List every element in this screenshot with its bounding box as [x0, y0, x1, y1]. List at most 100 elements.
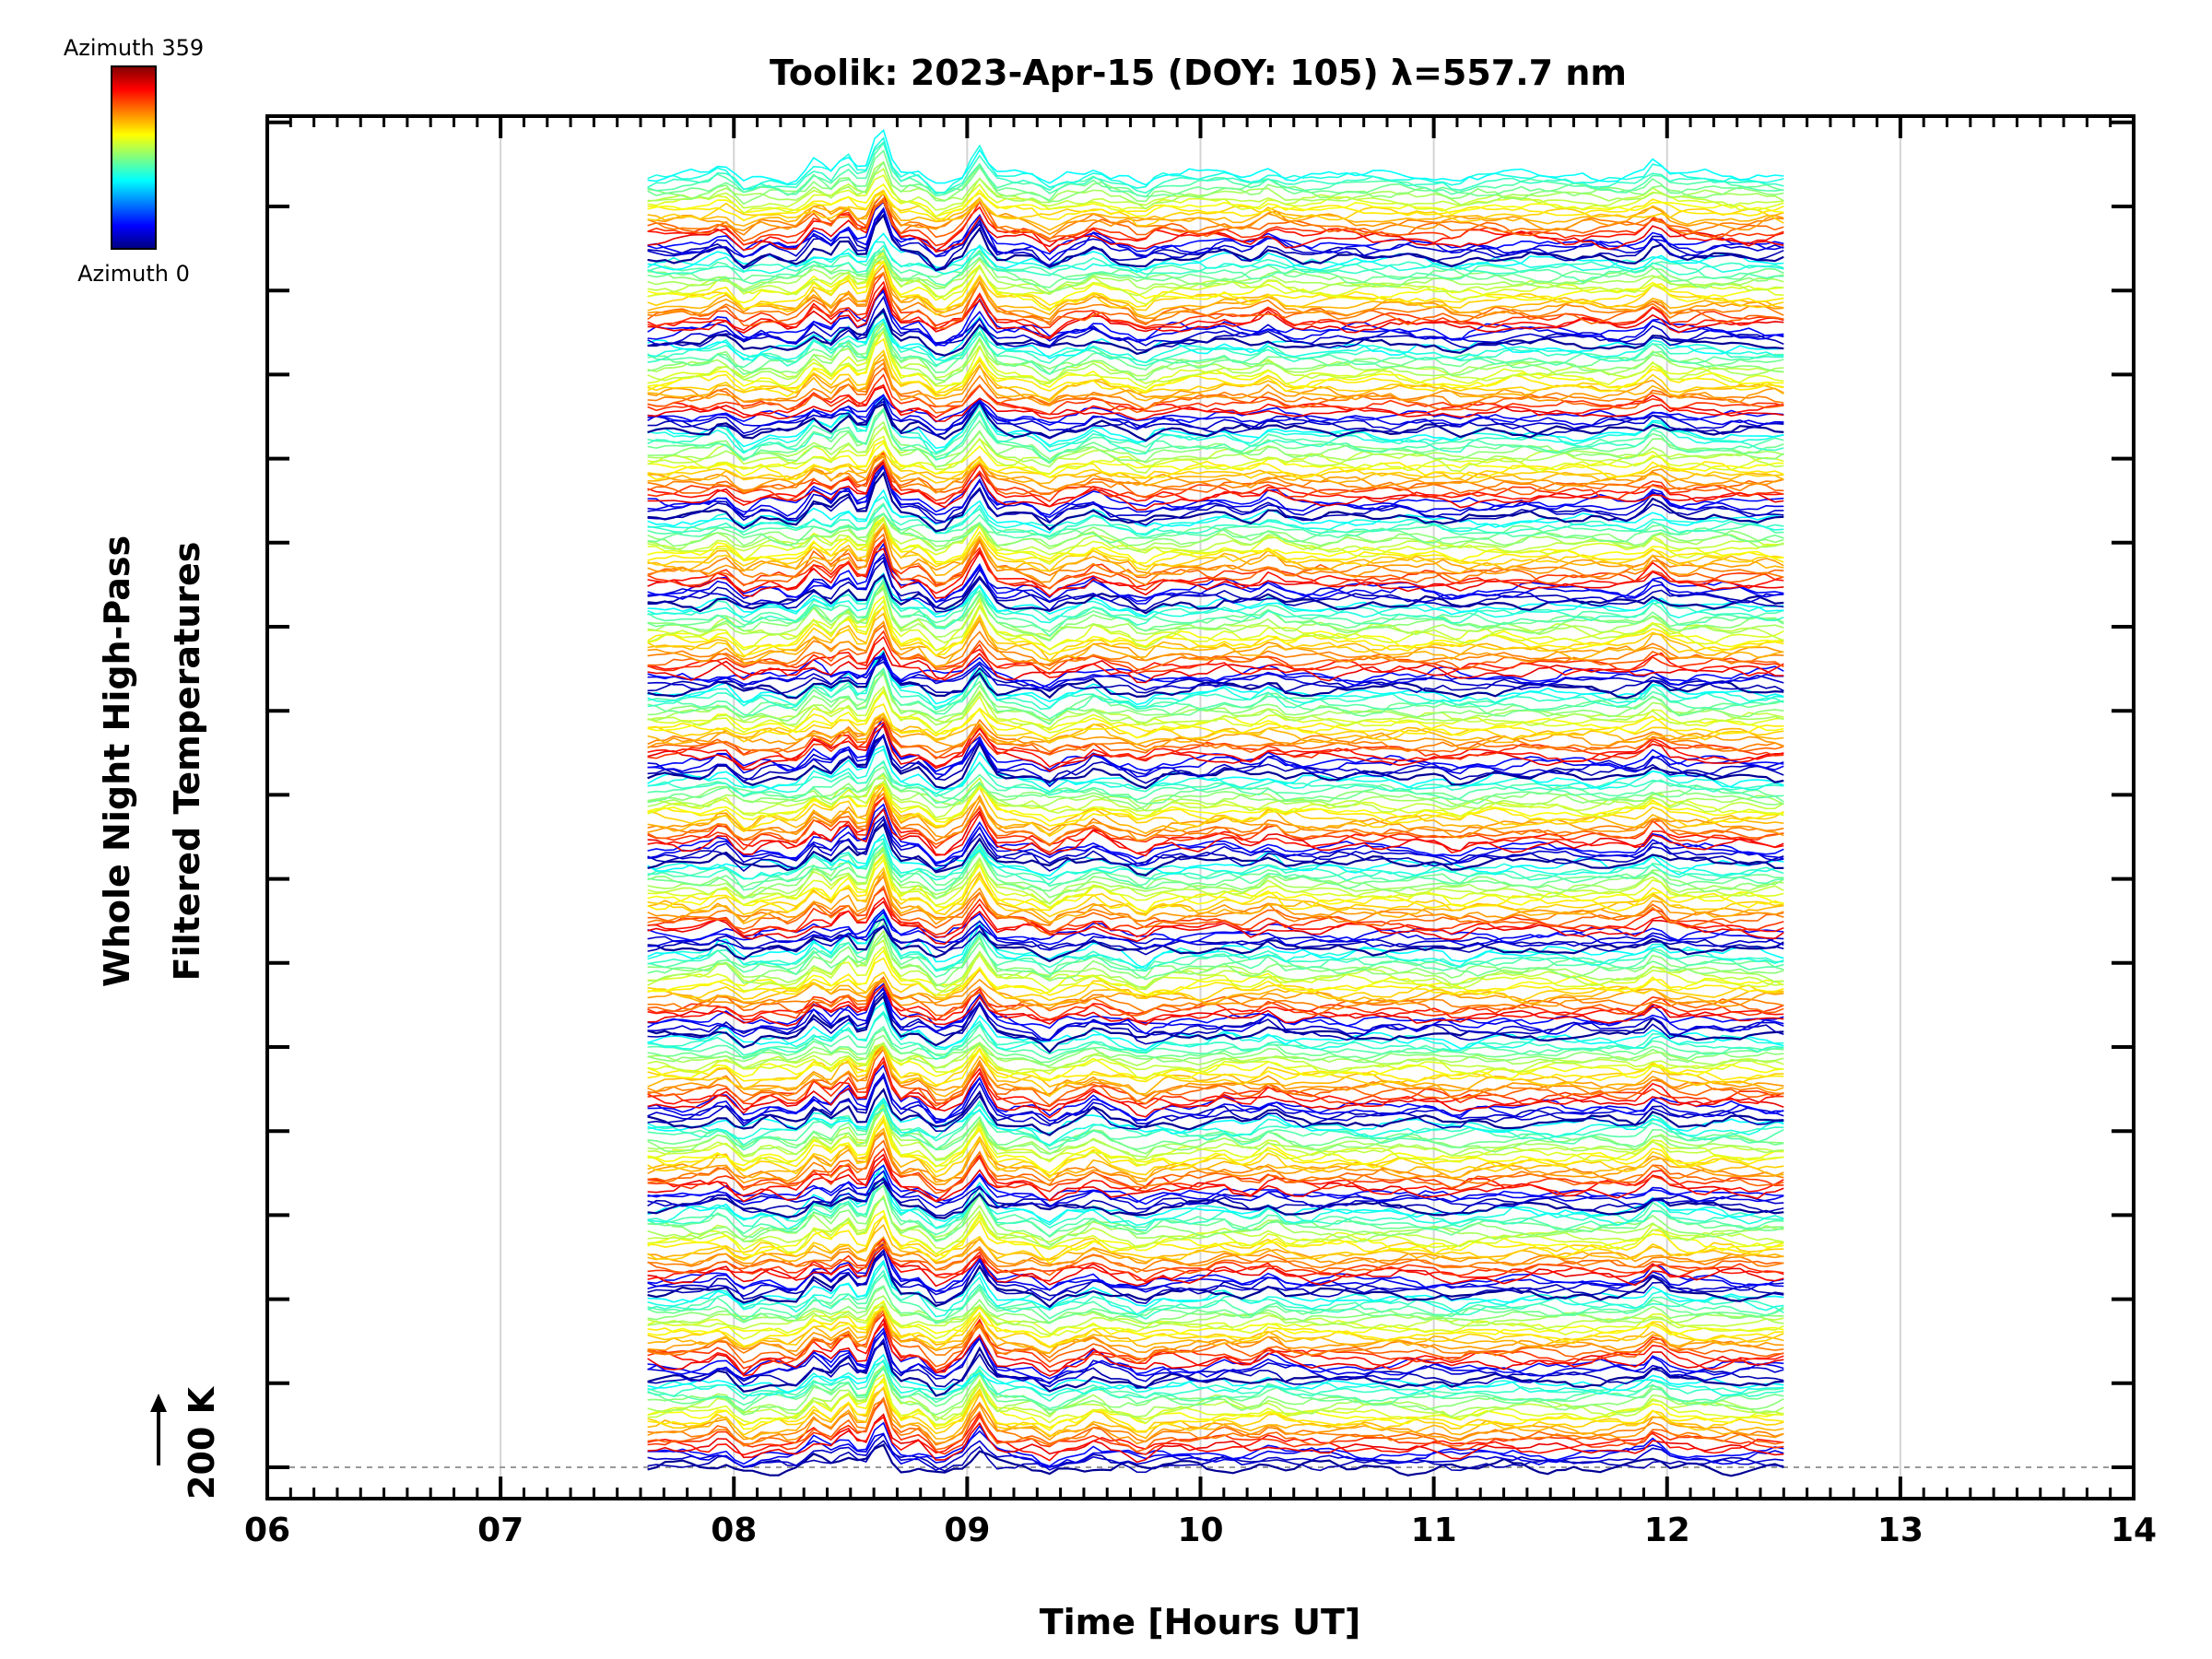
temperature-trace [647, 1301, 1784, 1340]
temperature-trace [647, 1236, 1784, 1267]
temperature-trace [647, 141, 1784, 195]
temperature-trace [647, 321, 1784, 382]
temperature-trace [647, 911, 1784, 970]
temperature-trace [647, 537, 1784, 597]
temperature-trace [647, 975, 1784, 1017]
temperature-trace [647, 669, 1784, 725]
temperature-trace [647, 409, 1784, 468]
temperature-trace [647, 618, 1784, 666]
temperature-trace [647, 1367, 1784, 1410]
temperature-trace [647, 1385, 1784, 1445]
temperature-trace [647, 1023, 1784, 1060]
temperature-trace [647, 957, 1784, 997]
temperature-trace [647, 394, 1784, 450]
x-tick-label: 14 [2111, 1512, 2157, 1549]
temperature-trace [647, 968, 1784, 1006]
temperature-trace [647, 888, 1784, 936]
temperature-trace [647, 1176, 1784, 1210]
temperature-trace [647, 573, 1784, 615]
temperature-trace [647, 1042, 1784, 1098]
temperature-trace [647, 407, 1784, 465]
y-axis-label-line1: Whole Night High-Pass [97, 535, 137, 987]
temperature-trace [647, 251, 1784, 293]
temperature-trace [647, 920, 1784, 951]
temperature-trace [647, 523, 1784, 577]
temperature-trace [647, 358, 1784, 406]
temperature-trace [647, 822, 1784, 877]
temperature-trace [647, 1396, 1784, 1453]
temperature-trace [647, 396, 1784, 454]
temperature-trace [647, 260, 1784, 311]
temperature-trace [647, 1387, 1784, 1441]
temperature-trace [647, 160, 1784, 206]
temperature-trace [647, 781, 1784, 841]
temperature-trace [647, 747, 1784, 795]
temperature-trace [647, 924, 1784, 963]
temperature-trace [647, 735, 1784, 790]
temperature-trace [647, 450, 1784, 484]
temperature-trace [647, 605, 1784, 662]
x-tick-label: 12 [1644, 1512, 1690, 1549]
temperature-trace [647, 1330, 1784, 1385]
temperature-trace [647, 991, 1784, 1045]
colorbar-top-label: Azimuth 359 [64, 35, 204, 61]
temperature-trace [647, 1433, 1784, 1471]
temperature-trace [647, 1102, 1784, 1161]
temperature-trace [647, 939, 1784, 994]
temperature-trace [647, 337, 1784, 398]
temperature-trace [647, 271, 1784, 324]
temperature-trace [647, 1285, 1784, 1324]
temperature-trace [647, 1241, 1784, 1281]
temperature-trace [647, 1088, 1784, 1136]
temperature-trace [647, 200, 1784, 255]
temperature-trace [647, 286, 1784, 340]
temperature-trace [647, 782, 1784, 836]
temperature-trace [647, 1365, 1784, 1424]
temperature-trace [647, 718, 1784, 760]
colorbar: Azimuth 359 Azimuth 0 [64, 35, 204, 287]
temperature-trace [647, 458, 1784, 498]
temperature-trace [647, 259, 1784, 312]
temperature-trace [647, 847, 1784, 905]
temperature-trace [647, 407, 1784, 463]
scale-label: 200 K [182, 1385, 222, 1500]
temperature-trace [647, 777, 1784, 819]
temperature-trace [647, 1241, 1784, 1292]
temperature-trace [647, 518, 1784, 565]
temperature-trace [647, 949, 1784, 996]
temperature-trace [647, 1194, 1784, 1250]
temperature-trace [647, 160, 1784, 210]
temperature-trace [647, 765, 1784, 806]
temperature-trace [647, 1241, 1784, 1274]
temperature-trace [647, 1215, 1784, 1265]
temperature-trace [647, 1127, 1784, 1183]
temperature-trace [647, 1164, 1784, 1206]
temperature-trace [647, 1117, 1784, 1178]
temperature-trace [647, 875, 1784, 929]
temperature-trace [647, 1312, 1784, 1371]
temperature-trace [647, 272, 1784, 329]
temperature-trace [647, 1360, 1784, 1397]
temperature-trace [647, 571, 1784, 618]
temperature-trace [647, 833, 1784, 877]
temperature-trace [647, 587, 1784, 641]
temperature-trace [647, 815, 1784, 867]
temperature-trace [647, 196, 1784, 242]
temperature-trace [647, 1304, 1784, 1355]
temperature-trace [647, 724, 1784, 772]
temperature-trace [647, 249, 1784, 288]
temperature-trace [647, 657, 1784, 688]
temperature-trace [647, 420, 1784, 468]
x-tick-labels: 06 07 08 09 10 11 12 13 14 [244, 1512, 2157, 1549]
temperature-trace [647, 896, 1784, 939]
temperature-trace [647, 1105, 1784, 1167]
temperature-trace [647, 1340, 1784, 1397]
temperature-trace [647, 1100, 1784, 1147]
temperature-trace [647, 777, 1784, 812]
axis-ticks [265, 116, 2136, 1499]
temperature-trace [647, 1318, 1784, 1377]
temperature-trace [647, 715, 1784, 772]
temperature-trace [647, 454, 1784, 487]
temperature-trace [647, 1359, 1784, 1403]
